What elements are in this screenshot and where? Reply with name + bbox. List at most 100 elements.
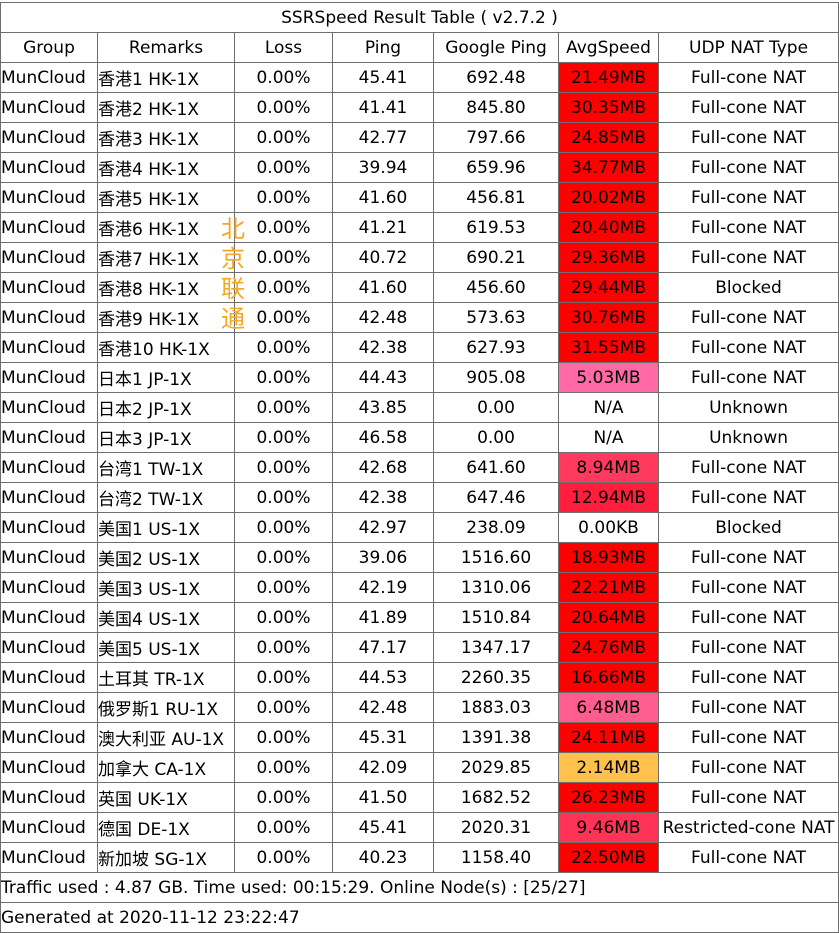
cell-loss: 0.00%: [234, 632, 333, 663]
cell-remarks: 香港3 HK-1X: [97, 122, 235, 153]
cell-remarks: 日本3 JP-1X: [97, 422, 235, 453]
cell-avg-speed: N/A: [558, 392, 659, 423]
cell-ping: 42.68: [332, 452, 434, 483]
footer-generated: Generated at 2020-11-12 23:22:47: [0, 902, 839, 933]
cell-google-ping: 456.60: [433, 272, 559, 303]
cell-udp-nat-type: Blocked: [657, 272, 839, 303]
table-body: MunCloud 香港1 HK-1X 0.00% 45.41 692.48 21.49MB…: [0, 62, 839, 873]
cell-google-ping: 1347.17: [433, 632, 559, 663]
header-google-ping: Google Ping: [433, 32, 559, 63]
table-row: MunCloud 香港8 HK-1X 0.00% 41.60 456.60 29.44MB…: [0, 272, 839, 303]
cell-avg-speed: 22.50MB: [558, 842, 659, 873]
table-row: MunCloud 香港3 HK-1X 0.00% 42.77 797.66 24.85MB…: [0, 122, 839, 153]
cell-group: MunCloud: [0, 572, 98, 603]
cell-avg-speed: 21.49MB: [558, 62, 659, 93]
cell-group: MunCloud: [0, 302, 98, 333]
cell-ping: 42.19: [332, 572, 434, 603]
cell-loss: 0.00%: [234, 422, 333, 453]
cell-ping: 43.85: [332, 392, 434, 423]
cell-loss: 0.00%: [234, 722, 333, 753]
cell-ping: 41.60: [332, 272, 434, 303]
cell-udp-nat-type: Full-cone NAT: [657, 722, 839, 753]
cell-avg-speed: 24.11MB: [558, 722, 659, 753]
cell-ping: 40.23: [332, 842, 434, 873]
cell-udp-nat-type: Full-cone NAT: [657, 782, 839, 813]
table-row: MunCloud 香港5 HK-1X 0.00% 41.60 456.81 20.02MB…: [0, 182, 839, 213]
header-udp-nat-type: UDP NAT Type: [657, 32, 839, 63]
table-row: MunCloud 香港4 HK-1X 0.00% 39.94 659.96 34.77MB…: [0, 152, 839, 183]
cell-loss: 0.00%: [234, 332, 333, 363]
cell-udp-nat-type: Full-cone NAT: [657, 212, 839, 243]
header-loss: Loss: [234, 32, 333, 63]
cell-ping: 45.31: [332, 722, 434, 753]
cell-avg-speed: 26.23MB: [558, 782, 659, 813]
cell-remarks: 香港10 HK-1X: [97, 332, 235, 363]
cell-group: MunCloud: [0, 812, 98, 843]
cell-remarks: 日本1 JP-1X: [97, 362, 235, 393]
cell-remarks: 俄罗斯1 RU-1X: [97, 692, 235, 723]
cell-udp-nat-type: Full-cone NAT: [657, 542, 839, 573]
cell-avg-speed: 0.00KB: [558, 512, 659, 543]
table-row: MunCloud 香港6 HK-1X 0.00% 41.21 619.53 20.40MB…: [0, 212, 839, 243]
cell-ping: 39.06: [332, 542, 434, 573]
watermark-char: 京: [221, 245, 245, 273]
cell-udp-nat-type: Full-cone NAT: [657, 572, 839, 603]
cell-group: MunCloud: [0, 512, 98, 543]
cell-avg-speed: 30.35MB: [558, 92, 659, 123]
cell-group: MunCloud: [0, 272, 98, 303]
table-row: MunCloud 台湾1 TW-1X 0.00% 42.68 641.60 8.94MB F…: [0, 452, 839, 483]
header-ping: Ping: [332, 32, 434, 63]
cell-ping: 44.53: [332, 662, 434, 693]
cell-udp-nat-type: Full-cone NAT: [657, 182, 839, 213]
table-row: MunCloud 澳大利亚 AU-1X 0.00% 45.31 1391.38 24.11…: [0, 722, 839, 753]
cell-remarks: 加拿大 CA-1X: [97, 752, 235, 783]
cell-google-ping: 647.46: [433, 482, 559, 513]
cell-avg-speed: 29.44MB: [558, 272, 659, 303]
cell-google-ping: 1516.60: [433, 542, 559, 573]
cell-google-ping: 905.08: [433, 362, 559, 393]
cell-google-ping: 627.93: [433, 332, 559, 363]
table-row: MunCloud 台湾2 TW-1X 0.00% 42.38 647.46 12.94MB…: [0, 482, 839, 513]
cell-remarks: 香港2 HK-1X: [97, 92, 235, 123]
cell-google-ping: 692.48: [433, 62, 559, 93]
table-row: MunCloud 香港9 HK-1X 0.00% 42.48 573.63 30.76MB…: [0, 302, 839, 333]
cell-remarks: 美国3 US-1X: [97, 572, 235, 603]
cell-udp-nat-type: Full-cone NAT: [657, 332, 839, 363]
cell-google-ping: 456.81: [433, 182, 559, 213]
cell-loss: 0.00%: [234, 602, 333, 633]
cell-google-ping: 690.21: [433, 242, 559, 273]
cell-avg-speed: 20.64MB: [558, 602, 659, 633]
cell-group: MunCloud: [0, 752, 98, 783]
watermark-text: 北京联通: [220, 214, 246, 334]
cell-google-ping: 845.80: [433, 92, 559, 123]
table-title: SSRSpeed Result Table ( v2.7.2 ): [0, 2, 839, 33]
cell-loss: 0.00%: [234, 572, 333, 603]
cell-remarks: 英国 UK-1X: [97, 782, 235, 813]
table-row: MunCloud 英国 UK-1X 0.00% 41.50 1682.52 26.23MB…: [0, 782, 839, 813]
table-row: MunCloud 香港2 HK-1X 0.00% 41.41 845.80 30.35MB…: [0, 92, 839, 123]
table-row: MunCloud 香港1 HK-1X 0.00% 45.41 692.48 21.49MB…: [0, 62, 839, 93]
cell-udp-nat-type: Full-cone NAT: [657, 302, 839, 333]
header-remarks: Remarks: [97, 32, 235, 63]
cell-udp-nat-type: Unknown: [657, 422, 839, 453]
cell-udp-nat-type: Full-cone NAT: [657, 602, 839, 633]
cell-ping: 41.50: [332, 782, 434, 813]
cell-avg-speed: 9.46MB: [558, 812, 659, 843]
header-row: Group Remarks Loss Ping Google Ping AvgS…: [0, 32, 839, 63]
cell-ping: 45.41: [332, 812, 434, 843]
cell-loss: 0.00%: [234, 812, 333, 843]
cell-group: MunCloud: [0, 422, 98, 453]
table-row: MunCloud 美国5 US-1X 0.00% 47.17 1347.17 24.76M…: [0, 632, 839, 663]
cell-avg-speed: 34.77MB: [558, 152, 659, 183]
cell-avg-speed: 6.48MB: [558, 692, 659, 723]
cell-remarks: 香港4 HK-1X: [97, 152, 235, 183]
cell-google-ping: 659.96: [433, 152, 559, 183]
cell-group: MunCloud: [0, 362, 98, 393]
cell-udp-nat-type: Full-cone NAT: [657, 62, 839, 93]
cell-ping: 46.58: [332, 422, 434, 453]
cell-remarks: 美国5 US-1X: [97, 632, 235, 663]
cell-udp-nat-type: Full-cone NAT: [657, 452, 839, 483]
table-row: MunCloud 美国1 US-1X 0.00% 42.97 238.09 0.00KB B…: [0, 512, 839, 543]
watermark-char: 联: [221, 275, 245, 303]
